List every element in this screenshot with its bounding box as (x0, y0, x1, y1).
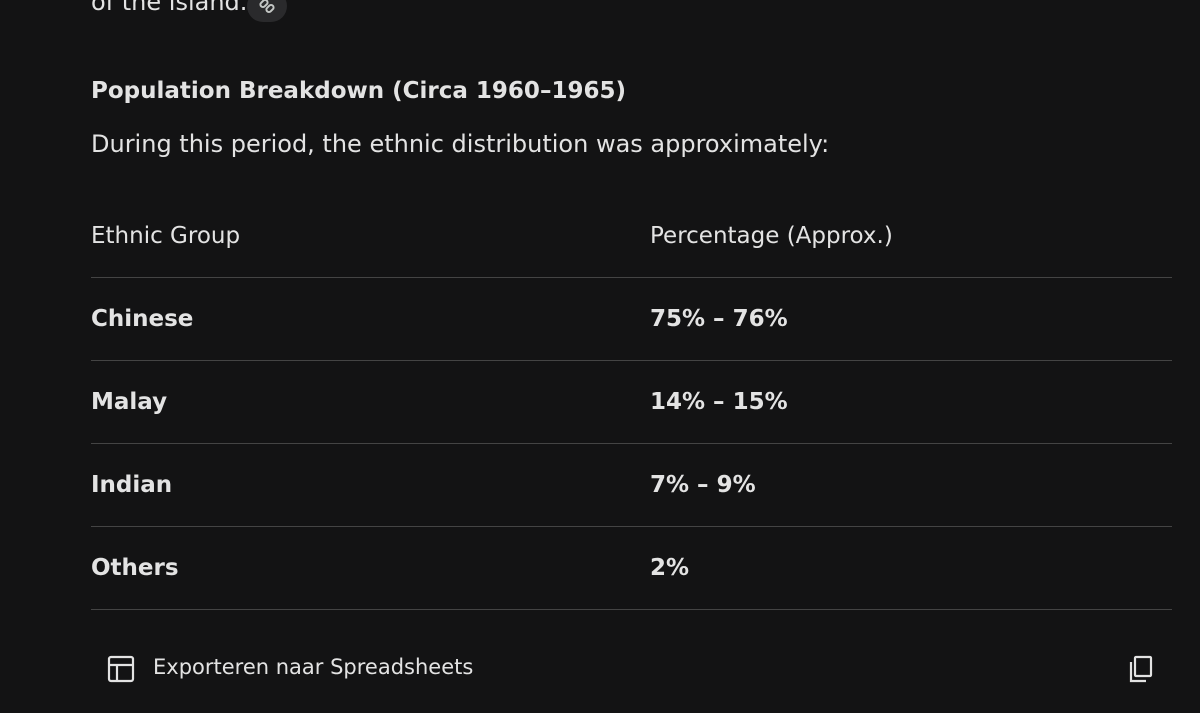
heading: Population Breakdown (Circa 1960–1965) (91, 78, 626, 104)
cell: 7% – 9% (650, 443, 1172, 527)
row: Others 2% (91, 526, 1172, 610)
cell: Malay (91, 360, 650, 444)
sheet-icon[interactable] (107, 655, 137, 685)
cell: Chinese (91, 277, 650, 361)
header-cell: Ethnic Group (91, 195, 650, 278)
intro-text: of the island. (91, 0, 248, 16)
cell: Indian (91, 443, 650, 527)
copy-icon[interactable] (1127, 655, 1157, 685)
cell: 75% – 76% (650, 277, 1172, 361)
header-cell: Percentage (Approx.) (650, 195, 1172, 278)
row: Indian 7% – 9% (91, 443, 1172, 527)
paragraph: During this period, the ethnic distribut… (91, 130, 830, 158)
cell: Others (91, 526, 650, 610)
export-button[interactable]: Exporteren naar Spreadsheets (153, 655, 474, 679)
table: Ethnic Group Percentage (Approx.) Chinese… (91, 195, 1172, 610)
link-icon (259, 0, 275, 14)
row: Chinese 75% – 76% (91, 277, 1172, 361)
cell: 2% (650, 526, 1172, 610)
row: Malay 14% – 15% (91, 360, 1172, 444)
cell: 14% – 15% (650, 360, 1172, 444)
link-chip[interactable] (247, 0, 287, 22)
header-row: Ethnic Group Percentage (Approx.) (91, 195, 1172, 278)
